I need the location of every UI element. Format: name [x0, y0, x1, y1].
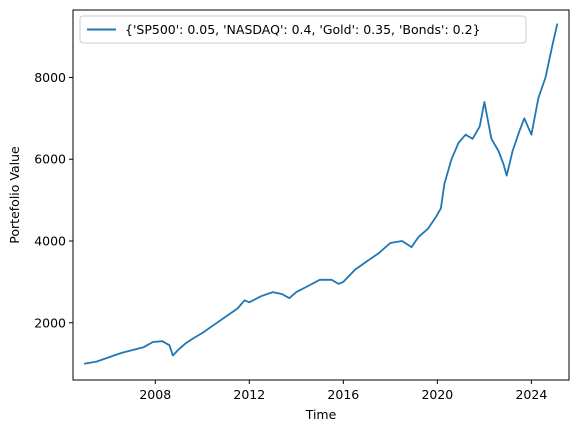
x-tick-label: 2020: [421, 387, 453, 402]
series-layer: [83, 23, 559, 365]
legend-label: {'SP500': 0.05, 'NASDAQ': 0.4, 'Gold': 0…: [125, 22, 480, 37]
y-tick-label: 8000: [34, 70, 66, 85]
plot-frame: [72, 9, 570, 381]
y-tick-label: 2000: [34, 315, 66, 330]
x-axis-label: Time: [305, 407, 337, 422]
x-tick-label: 2024: [515, 387, 547, 402]
x-tick-label: 2016: [327, 387, 359, 402]
plot-area: [72, 9, 570, 381]
y-tick-label: 6000: [34, 152, 66, 167]
series-line: [83, 23, 559, 365]
x-tick-label: 2008: [139, 387, 171, 402]
x-axis: 2008 2012 2016 2020 2024: [139, 380, 547, 402]
y-axis: 2000 4000 6000 8000: [34, 70, 73, 330]
legend-box: [79, 15, 527, 44]
legend: {'SP500': 0.05, 'NASDAQ': 0.4, 'Gold': 0…: [79, 15, 527, 44]
x-tick-label: 2012: [233, 387, 265, 402]
y-tick-label: 4000: [34, 233, 66, 248]
y-axis-label: Portefolio Value: [7, 146, 22, 244]
